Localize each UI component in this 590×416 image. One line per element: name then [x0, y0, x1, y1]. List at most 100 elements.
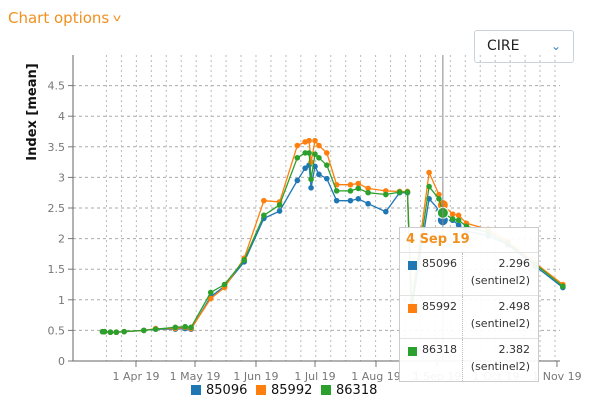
tooltip-divider — [462, 253, 463, 295]
data-point — [365, 185, 371, 192]
data-point — [261, 212, 267, 219]
y-tick-label: 3 — [58, 171, 65, 184]
data-point — [308, 176, 314, 183]
legend-label: 85992 — [271, 383, 312, 398]
tooltip-source: (sentinel2) — [470, 274, 530, 287]
data-point — [312, 151, 318, 157]
tooltip-value: 2.382 — [498, 343, 531, 356]
data-point — [182, 323, 188, 330]
series-swatch — [408, 347, 417, 356]
data-point — [324, 162, 330, 168]
legend-swatch — [256, 385, 266, 395]
tooltip-series-name: 85096 — [422, 257, 457, 270]
legend-label: 85096 — [206, 383, 247, 398]
data-point — [107, 329, 114, 336]
data-point — [365, 189, 371, 196]
data-point — [426, 169, 432, 176]
tooltip-source: (sentinel2) — [470, 360, 530, 373]
data-point — [294, 177, 301, 184]
data-point — [449, 216, 456, 222]
data-point — [347, 197, 354, 204]
data-point — [306, 150, 312, 156]
data-point — [324, 175, 330, 182]
data-point — [294, 155, 301, 161]
data-point — [316, 171, 322, 178]
data-point — [113, 329, 120, 336]
data-point — [302, 150, 308, 156]
y-tick-label: 1 — [58, 294, 65, 307]
x-tick-label: 1 May 19 — [170, 370, 221, 383]
data-point — [396, 189, 403, 195]
data-point — [121, 328, 127, 335]
x-tick-label: 1 Aug 19 — [351, 370, 400, 383]
data-point — [306, 137, 312, 144]
data-point — [188, 324, 194, 331]
tooltip-row: 85096 2.296 (sentinel2) — [400, 252, 538, 295]
data-point — [207, 295, 214, 302]
chevron-down-icon: v — [113, 13, 122, 24]
data-point — [333, 188, 340, 194]
data-point — [383, 191, 389, 198]
x-tick-label: 1 Jun 19 — [233, 370, 278, 383]
tooltip: 4 Sep 19 85096 2.296 (sentinel2) 85992 2… — [399, 227, 539, 382]
legend-label: 86318 — [336, 383, 377, 398]
tooltip-date: 4 Sep 19 — [406, 232, 470, 247]
data-point — [455, 212, 462, 219]
data-point — [449, 211, 456, 217]
data-point — [221, 281, 228, 288]
y-tick-label: 3.5 — [48, 141, 66, 154]
data-point — [316, 155, 322, 161]
data-point — [276, 208, 283, 214]
y-axis-label: Index [mean] — [25, 63, 40, 160]
data-point — [294, 142, 301, 149]
data-point — [365, 200, 371, 207]
tooltip-value: 2.296 — [498, 257, 531, 270]
data-point — [101, 328, 108, 335]
data-point — [436, 196, 442, 202]
legend-swatch — [191, 385, 201, 395]
index-select-value: CIRE — [487, 38, 520, 54]
tooltip-source: (sentinel2) — [470, 317, 530, 330]
data-point — [241, 257, 247, 263]
x-tick-label: 1 Nov 19 — [532, 370, 581, 383]
data-point — [436, 191, 442, 198]
chart-options-toggle[interactable]: Chart options v — [8, 9, 122, 27]
tooltip-value: 2.498 — [498, 300, 531, 313]
data-point — [347, 188, 354, 194]
data-point — [324, 150, 330, 156]
data-point — [455, 222, 462, 228]
data-point — [207, 289, 214, 296]
y-tick-label: 0.5 — [48, 324, 66, 337]
data-point — [172, 324, 179, 331]
data-point — [355, 185, 362, 192]
data-point — [355, 180, 362, 187]
data-point — [312, 137, 318, 144]
data-point — [404, 189, 411, 195]
data-point — [333, 197, 340, 204]
data-point — [426, 183, 432, 190]
legend: 85096 85992 86318 — [191, 383, 377, 398]
chevron-down-icon: ⌄ — [550, 39, 561, 53]
data-point — [560, 283, 566, 290]
y-tick-label: 4.5 — [48, 80, 66, 93]
chart-options-label: Chart options — [8, 9, 110, 27]
series-swatch — [408, 304, 417, 313]
y-tick-label: 2.5 — [48, 202, 66, 215]
tooltip-divider — [462, 339, 463, 381]
index-select[interactable]: CIRE ⌄ — [474, 30, 574, 63]
x-tick-label: 1 Apr 19 — [112, 370, 159, 383]
tooltip-row: 85992 2.498 (sentinel2) — [400, 295, 538, 338]
legend-swatch — [321, 385, 331, 395]
data-point — [308, 185, 314, 191]
x-tick-label: 1 Jul 19 — [294, 370, 335, 383]
tooltip-series-name: 85992 — [422, 300, 457, 313]
tooltip-divider — [462, 296, 463, 338]
data-point — [316, 142, 322, 149]
y-tick-label: 4 — [58, 110, 65, 123]
series-swatch — [408, 261, 417, 270]
data-point — [302, 165, 308, 172]
tooltip-series-name: 86318 — [422, 343, 457, 356]
data-point — [383, 208, 389, 215]
data-point — [355, 196, 362, 202]
tooltip-row: 86318 2.382 (sentinel2) — [400, 338, 538, 381]
